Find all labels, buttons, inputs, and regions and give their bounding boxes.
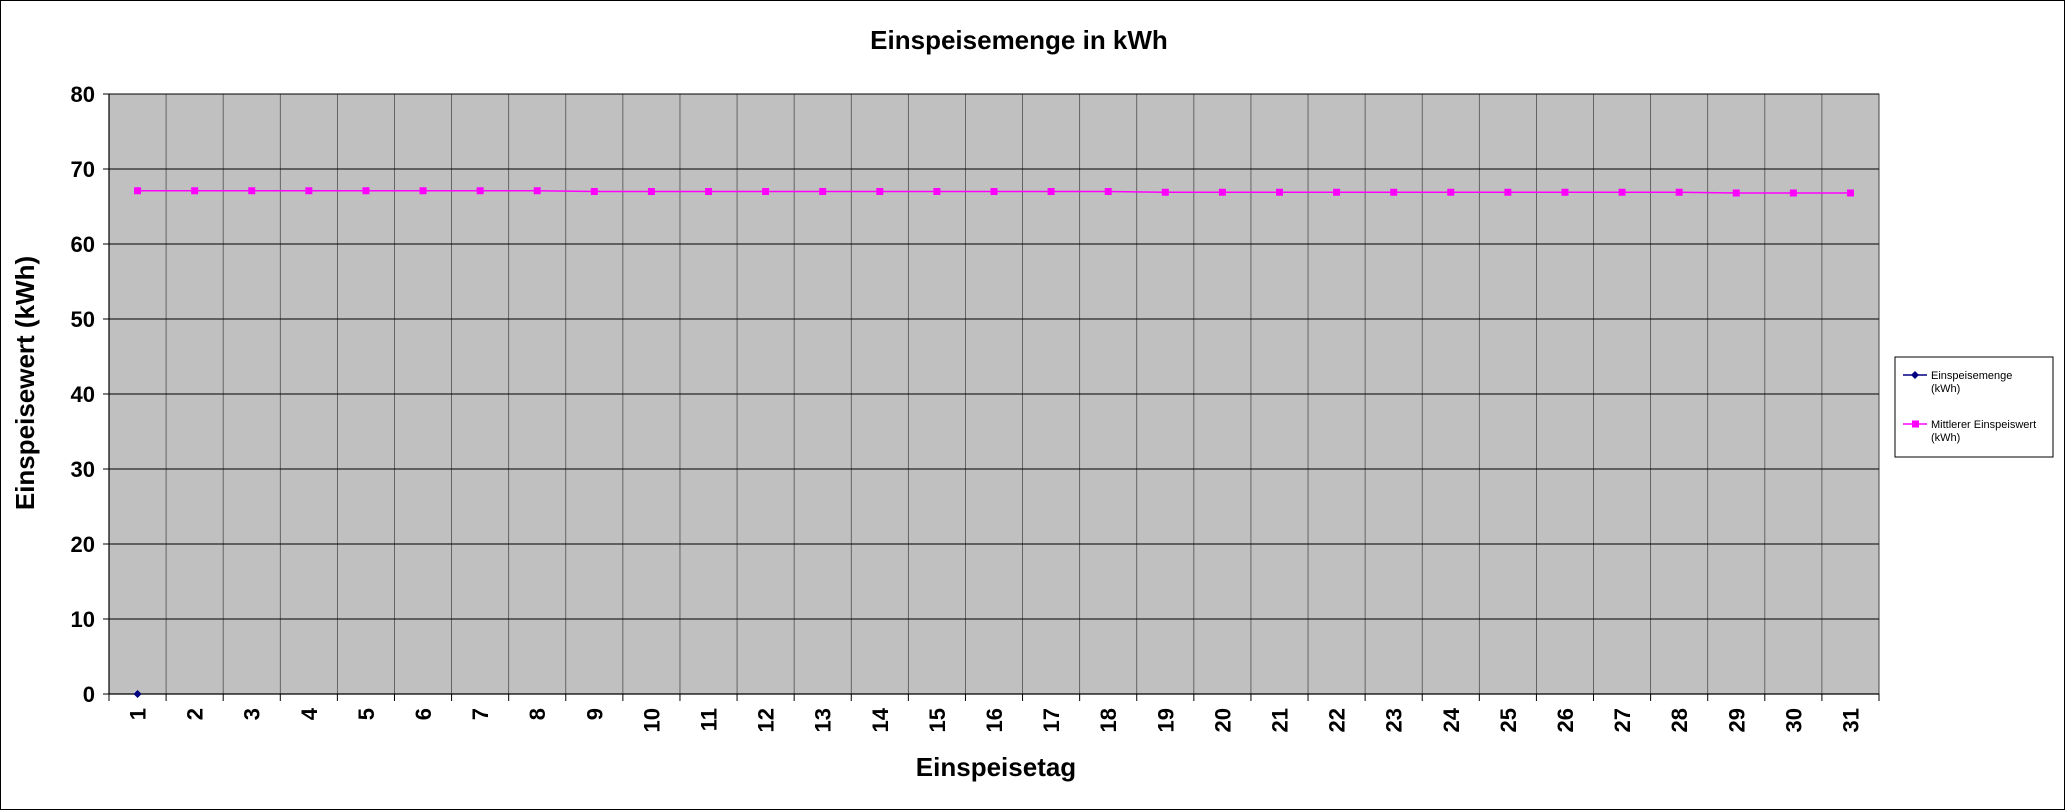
legend-box [1894,356,2054,458]
y-tick-label: 20 [71,532,95,557]
series-2 [134,187,1854,197]
x-tick-label: 15 [925,708,950,732]
data-point [1675,188,1683,196]
data-point [134,187,142,195]
x-tick-label: 12 [754,708,779,732]
data-point [1333,188,1341,196]
data-point [1504,188,1512,196]
y-tick-label: 30 [71,457,95,482]
data-point [533,187,541,195]
data-point [362,187,370,195]
data-point [305,187,313,195]
x-tick-label: 22 [1325,708,1350,732]
x-tick-label: 25 [1496,708,1521,732]
data-point [1218,188,1226,196]
data-point [1732,189,1740,197]
data-point [1846,189,1854,197]
data-point [876,188,884,195]
x-tick-label: 10 [639,708,664,732]
series-1 [133,690,142,698]
y-tick-label: 0 [83,682,95,707]
data-point [1104,188,1112,195]
x-tick-label: 8 [525,708,550,720]
y-tick-label: 10 [71,607,95,632]
data-point [1047,188,1055,195]
data-point [476,187,484,195]
x-tick-label: 31 [1838,708,1863,732]
data-point [933,188,941,195]
data-point [762,188,770,195]
y-axis-title: Einspeisewert (kWh) [10,256,40,510]
data-point [1618,188,1626,196]
y-tick-labels: 0 10 20 30 40 50 60 70 80 [71,82,95,707]
x-tick-label: 20 [1210,708,1235,732]
data-point [1161,188,1169,196]
y-tick-label: 40 [71,382,95,407]
data-point [1390,188,1398,196]
data-point [419,187,427,195]
x-tick-label: 19 [1153,708,1178,732]
x-tick-label: 29 [1724,708,1749,732]
x-tick-label: 2 [183,708,208,720]
y-tick-label: 50 [71,307,95,332]
y-tick-label: 70 [71,157,95,182]
data-point [248,187,256,195]
x-tick-label: 21 [1267,708,1292,732]
data-point [1561,188,1569,196]
x-tick-label: 6 [411,708,436,720]
x-tick-label: 3 [240,708,265,720]
legend-item-1: Einspeisemenge(kWh) [1903,370,2012,395]
x-tick-label: 4 [297,707,322,720]
data-point [647,188,655,195]
data-point [819,188,827,195]
legend-label: Mittlerer Einspeiswert [1931,419,2036,431]
x-tick-label: 18 [1096,708,1121,732]
legend-label: Einspeisemenge [1931,370,2012,382]
x-tick-label: 30 [1781,708,1806,732]
data-point [705,188,713,195]
data-point [990,188,998,195]
x-tick-label: 11 [697,708,722,731]
y-tick-label: 80 [71,82,95,107]
x-tick-label: 28 [1667,708,1692,732]
data-point [1275,188,1283,196]
data-point [590,188,598,195]
x-tick-label: 1 [126,708,151,720]
x-tick-label: 23 [1382,708,1407,732]
x-tick-label: 13 [811,708,836,732]
legend-item-2: Mittlerer Einspeiswert(kWh) [1903,419,2036,444]
legend-swatch-marker [1911,371,1919,379]
data-point [191,187,199,195]
x-tick-label: 17 [1039,708,1064,732]
y-tick-label: 60 [71,232,95,257]
data-point [133,690,142,698]
legend-label: (kWh) [1931,383,1960,395]
x-tick-label: 24 [1439,707,1464,732]
x-tick-label: 9 [582,708,607,720]
x-tick-label: 16 [982,708,1007,732]
x-tick-label: 14 [868,707,893,732]
legend-label: (kWh) [1931,432,1960,444]
legend-swatch-marker [1912,420,1919,428]
x-tick-label: 26 [1553,708,1578,732]
x-axis-title: Einspeisetag [916,752,1076,782]
x-tick-label: 5 [354,708,379,720]
data-point [1447,188,1455,196]
legend-items: Einspeisemenge(kWh)Mittlerer Einspeiswer… [1903,370,2036,444]
data-point [1789,189,1797,197]
series-layer [133,187,1854,698]
legend: Einspeisemenge(kWh)Mittlerer Einspeiswer… [1894,356,2054,458]
axis-lines [103,93,1880,701]
x-tick-label: 27 [1610,708,1635,732]
chart-title: Einspeisemenge in kWh [870,25,1168,55]
x-tick-labels: 1 2 3 4 5 6 7 8 9 10 11 12 13 14 15 16 17 18 19 20 21 22 23 24 2… [126,707,1864,732]
x-tick-label: 7 [468,708,493,720]
